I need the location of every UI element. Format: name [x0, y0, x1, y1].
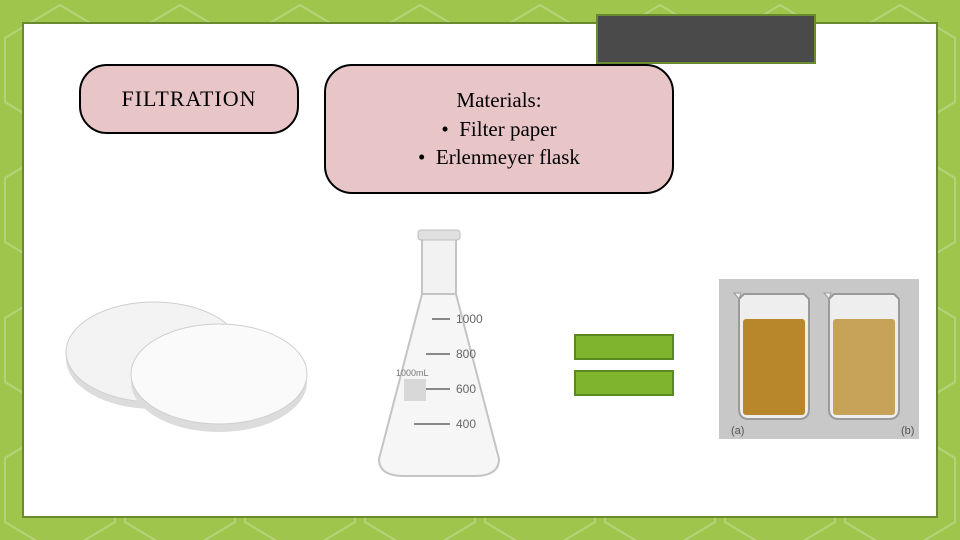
materials-item: • Erlenmeyer flask — [418, 143, 580, 171]
beaker-label: (b) — [901, 425, 914, 437]
flask-label: 1000mL — [396, 368, 429, 378]
slide-frame: FILTRATION Materials: • Filter paper • E… — [22, 22, 938, 518]
flask-marking: 400 — [456, 417, 476, 431]
equals-sign — [574, 334, 674, 406]
erlenmeyer-flask-image: 1000 800 600 400 1000mL — [344, 224, 534, 484]
equals-bar — [574, 370, 674, 396]
flask-marking: 1000 — [456, 312, 483, 326]
equals-bar — [574, 334, 674, 360]
title-text: FILTRATION — [121, 86, 256, 112]
title-box: FILTRATION — [79, 64, 299, 134]
materials-list: • Filter paper • Erlenmeyer flask — [418, 115, 580, 172]
corner-accent-box — [596, 14, 816, 64]
filter-paper-image — [59, 254, 319, 454]
materials-heading: Materials: — [456, 86, 541, 114]
materials-box: Materials: • Filter paper • Erlenmeyer f… — [324, 64, 674, 194]
flask-marking: 600 — [456, 382, 476, 396]
beakers-image: (a) (b) — [719, 279, 919, 439]
flask-marking: 800 — [456, 347, 476, 361]
beaker-label: (a) — [731, 425, 744, 437]
materials-item: • Filter paper — [418, 115, 580, 143]
